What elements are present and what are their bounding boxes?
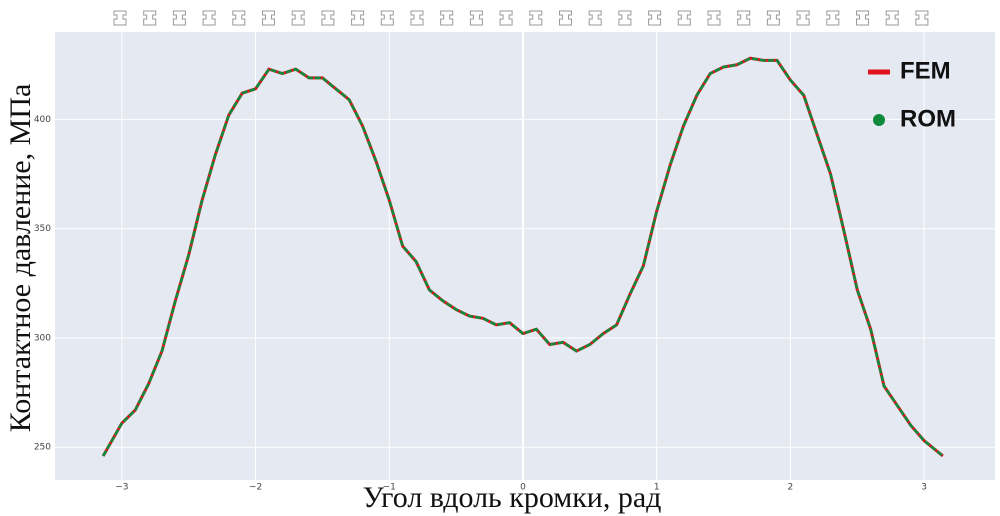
icon bbox=[232, 10, 246, 26]
legend-label: FEM bbox=[900, 57, 951, 84]
icon bbox=[380, 10, 394, 26]
x-tick-label: −1 bbox=[383, 483, 396, 493]
icon bbox=[113, 10, 127, 26]
icon bbox=[618, 10, 632, 26]
x-tick-label: 0 bbox=[520, 483, 526, 493]
x-tick-label: 1 bbox=[654, 483, 660, 493]
series-line bbox=[102, 56, 944, 457]
icon bbox=[796, 10, 810, 26]
x-tick-label: −2 bbox=[249, 483, 262, 493]
icon bbox=[559, 10, 572, 26]
icon bbox=[826, 10, 840, 26]
y-tick-label: 250 bbox=[34, 443, 51, 453]
icon bbox=[707, 10, 721, 26]
icon bbox=[856, 10, 869, 26]
icon bbox=[588, 10, 602, 26]
icon bbox=[351, 10, 365, 26]
icon bbox=[677, 10, 691, 26]
x-axis-title: Угол вдоль кромки, рад bbox=[363, 481, 662, 514]
icon bbox=[262, 10, 275, 26]
x-tick-label: −3 bbox=[115, 483, 128, 493]
icon bbox=[915, 10, 929, 26]
y-tick-label: 400 bbox=[34, 115, 51, 125]
icon bbox=[469, 10, 483, 26]
y-tick-label: 300 bbox=[34, 333, 51, 343]
icon bbox=[321, 10, 335, 26]
icon bbox=[291, 10, 305, 26]
icon bbox=[737, 10, 751, 26]
toolbar-icons bbox=[113, 10, 929, 26]
icon bbox=[440, 10, 454, 26]
legend-label: ROM bbox=[900, 105, 956, 132]
icon bbox=[529, 10, 543, 26]
y-axis-title: Контактное давление, МПа bbox=[4, 84, 37, 433]
x-tick-label: 3 bbox=[921, 483, 927, 493]
icon bbox=[172, 10, 186, 26]
icon bbox=[499, 10, 513, 26]
icon bbox=[143, 10, 157, 26]
icon bbox=[766, 10, 780, 26]
plot-area bbox=[55, 32, 995, 480]
legend-swatch bbox=[873, 114, 885, 126]
icon bbox=[202, 10, 216, 26]
icon bbox=[410, 10, 424, 26]
y-tick-label: 350 bbox=[34, 224, 51, 234]
icon bbox=[885, 10, 899, 26]
icon bbox=[648, 10, 662, 26]
x-tick-label: 2 bbox=[788, 483, 794, 493]
